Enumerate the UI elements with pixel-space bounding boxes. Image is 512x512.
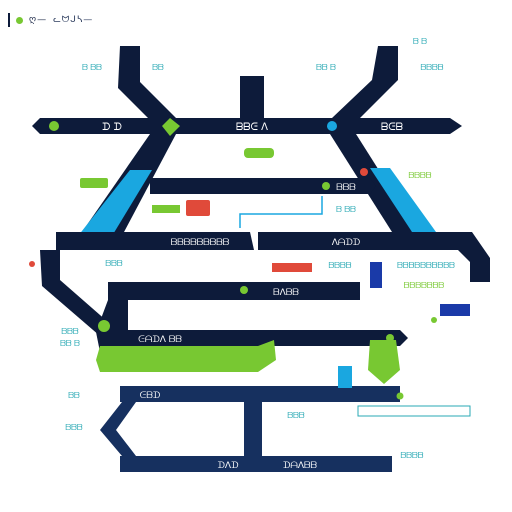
side-label-r4: ᗷᗷᗷᗷ	[408, 171, 431, 180]
station-marker-right-light	[338, 366, 352, 388]
track-top-right-outer	[332, 46, 398, 118]
track-mid-right	[258, 232, 490, 282]
track-mid-left	[56, 232, 254, 250]
side-label-r2: ᗷᗷ ᗷ	[316, 63, 336, 72]
side-label-m2: ᗷᗷᗷᗷ	[328, 261, 351, 270]
badge-green-top	[244, 148, 274, 158]
track-left-diagonal-cyan	[78, 170, 152, 236]
header-bar	[8, 13, 10, 27]
badge-red	[186, 200, 210, 216]
station-right-dot-2	[431, 317, 437, 323]
track-right-diagonal-cyan	[370, 168, 436, 232]
track-bottom-top	[120, 386, 400, 402]
side-label-l3: ᗷᗷᗷ	[105, 259, 123, 268]
station-red	[360, 168, 368, 176]
side-label-r7: ᗷᗷᗷ	[287, 411, 305, 420]
track-center-stub	[240, 76, 264, 120]
side-label-r8: ᗷᗷᗷᗷ	[400, 451, 423, 460]
track-right-stub	[440, 304, 470, 316]
label-top-center: ᗷᗷᕮ ᐱ	[236, 122, 268, 133]
track-right-green	[368, 340, 400, 384]
side-label-l1: ᗷ ᗷᗷ	[82, 63, 102, 72]
track-bottom-horizontal	[120, 456, 392, 472]
label-bottom-right: ᗪᗩᐱᗷᗷ	[283, 461, 318, 471]
station-top-left	[49, 121, 59, 131]
label-mid-right: ᐱᗩᗪᗪ	[332, 238, 361, 248]
track-top-horizontal	[32, 118, 462, 134]
badge-red-mid	[272, 263, 312, 272]
track-upper-mid	[150, 178, 376, 194]
bar-label-right	[357, 405, 471, 417]
side-label-l7: ᗷᗷᗷ	[65, 423, 83, 432]
side-label-l5: ᗷᗷ ᗷ	[60, 339, 80, 348]
station-red-2	[29, 261, 35, 267]
station-marker-right	[370, 262, 382, 288]
station-top-right	[327, 121, 337, 131]
side-label-m1: ᗷ ᗷᗷ	[336, 205, 356, 214]
header: ღ— ᓚᗢᒍᓴ—	[8, 12, 93, 28]
track-lower	[100, 330, 408, 346]
side-label-r3: ᗷᗷᗷᗷ	[420, 63, 443, 72]
side-label-r1: ᗷ ᗷ	[413, 37, 427, 46]
side-label-l2: ᗷᗷ	[152, 63, 164, 72]
station-left-loop	[98, 320, 110, 332]
track-top-left-outer	[118, 46, 178, 120]
track-lower-green	[96, 340, 276, 372]
label-bottom-center: ᗪᐱᗪ	[217, 461, 239, 471]
track-bottom-vertical	[244, 402, 262, 456]
badge-green-left	[80, 178, 108, 188]
label-mid-lower: ᗷᐱᗷᗷ	[273, 288, 299, 298]
label-mid-upper: ᗷᗷᗷ	[336, 183, 356, 193]
header-dot-icon	[16, 16, 23, 24]
header-subtitle: ᓚᗢᒍᓴ—	[53, 15, 94, 25]
station-top-center-icon	[162, 118, 180, 136]
side-label-r5: ᗷᗷᗷᗷᗷᗷᗷᗷᗷᗷ	[397, 261, 455, 270]
label-mid-left: ᗷᗷᗷᗷᗷᗷᗷᗷᗷ	[171, 238, 230, 248]
header-title: ღ—	[29, 15, 48, 25]
side-label-l4: ᗷᗷᗷ	[61, 327, 79, 336]
station-mid-lower	[240, 286, 248, 294]
station-right-dot	[386, 334, 394, 342]
label-top-right: ᗷᕮᗷ	[381, 122, 403, 133]
side-label-r6: ᗷᗷᗷᗷᗷᗷᗷ	[404, 281, 445, 290]
thin-connector	[239, 196, 323, 228]
label-bottom-left-station: ᕮᗷᗪ	[140, 391, 161, 401]
label-lower-left: ᕮᗩᗪᐱ ᗷᗷ	[138, 335, 182, 345]
track-left-loop	[40, 250, 108, 336]
station-upper-mid	[322, 182, 330, 190]
track-bottom-left-hex	[100, 402, 136, 456]
badge-green-small	[152, 205, 180, 213]
side-label-l6: ᗷᗷ	[68, 391, 80, 400]
station-bottom-green	[396, 392, 404, 400]
track-mid-lower	[108, 282, 360, 300]
label-top-left: ᗪ ᗪ	[102, 122, 122, 133]
